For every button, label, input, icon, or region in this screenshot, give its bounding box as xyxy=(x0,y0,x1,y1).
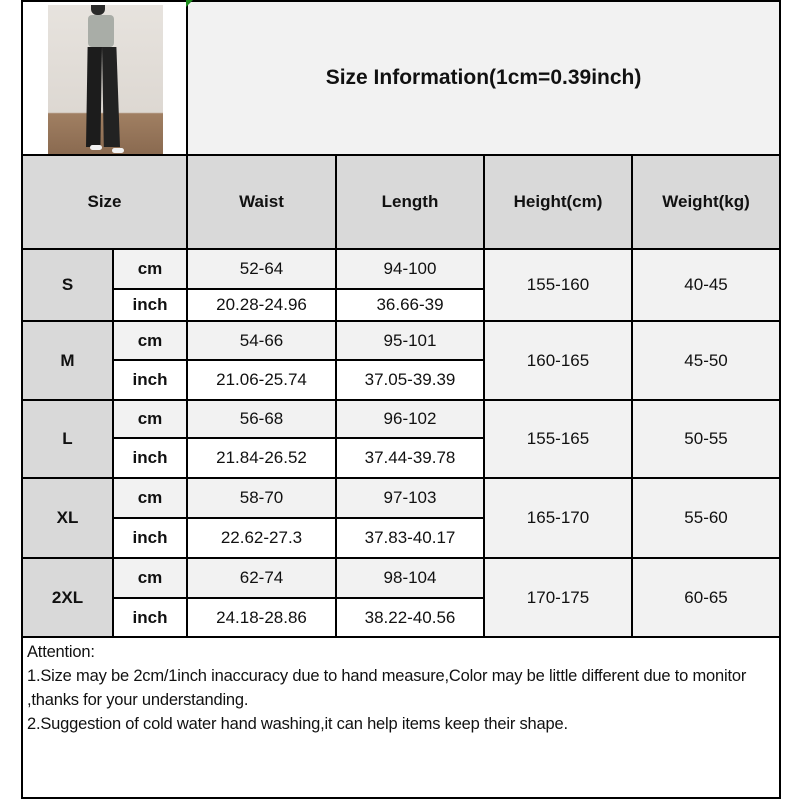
unit-cm: cm xyxy=(112,477,188,519)
waist-inch: 21.84-26.52 xyxy=(186,437,337,479)
product-photo xyxy=(48,5,163,154)
length-inch: 37.83-40.17 xyxy=(335,517,485,559)
weight-range: 40-45 xyxy=(630,248,782,322)
size-row-inch: inch 20.28-24.96 36.66-39 xyxy=(22,288,780,322)
header-height: Height(cm) xyxy=(483,154,633,250)
waist-cm: 58-70 xyxy=(186,477,337,519)
waist-cm: 56-68 xyxy=(186,399,337,439)
length-cm: 97-103 xyxy=(335,477,485,519)
notes-heading: Attention: xyxy=(27,643,95,661)
unit-inch: inch xyxy=(112,597,188,638)
length-inch: 37.05-39.39 xyxy=(335,359,485,401)
height-range: 170-175 xyxy=(483,557,633,638)
unit-cm: cm xyxy=(112,248,188,290)
weight-range: 60-65 xyxy=(630,557,782,638)
unit-inch: inch xyxy=(112,288,188,322)
size-label: S xyxy=(21,248,114,322)
size-row-inch: inch 24.18-28.86 38.22-40.56 xyxy=(22,597,780,638)
waist-cm: 54-66 xyxy=(186,320,337,361)
header-size: Size xyxy=(21,154,188,250)
size-row-inch: inch 21.06-25.74 37.05-39.39 xyxy=(22,359,780,401)
length-inch: 36.66-39 xyxy=(335,288,485,322)
length-cm: 98-104 xyxy=(335,557,485,599)
weight-range: 55-60 xyxy=(630,477,782,559)
height-range: 155-165 xyxy=(483,399,633,479)
waist-cm: 52-64 xyxy=(186,248,337,290)
size-label: XL xyxy=(21,477,114,559)
unit-cm: cm xyxy=(112,399,188,439)
unit-cm: cm xyxy=(112,557,188,599)
size-label: 2XL xyxy=(21,557,114,638)
waist-inch: 24.18-28.86 xyxy=(186,597,337,638)
product-photo-cell xyxy=(21,0,188,156)
attention-notes: Attention: 1.Size may be 2cm/1inch inacc… xyxy=(20,636,782,799)
unit-cm: cm xyxy=(112,320,188,361)
length-cm: 95-101 xyxy=(335,320,485,361)
header-weight: Weight(kg) xyxy=(630,154,782,250)
unit-inch: inch xyxy=(112,437,188,479)
height-range: 155-160 xyxy=(483,248,633,322)
size-row-cm: XL cm 58-70 97-103 165-170 55-60 xyxy=(21,477,782,559)
size-row-cm: 2XL cm 62-74 98-104 170-175 60-65 xyxy=(21,557,782,638)
length-inch: 38.22-40.56 xyxy=(335,597,485,638)
waist-inch: 21.06-25.74 xyxy=(186,359,337,401)
unit-inch: inch xyxy=(112,359,188,401)
size-row-cm: M cm 54-66 95-101 160-165 45-50 xyxy=(21,320,782,401)
height-range: 160-165 xyxy=(483,320,633,401)
notes-line-1: 1.Size may be 2cm/1inch inaccuracy due t… xyxy=(27,667,747,709)
weight-range: 45-50 xyxy=(630,320,782,401)
waist-cm: 62-74 xyxy=(186,557,337,599)
corner-marker xyxy=(186,0,193,7)
unit-inch: inch xyxy=(112,517,188,559)
size-row-cm: L cm 56-68 96-102 155-165 50-55 xyxy=(21,399,782,479)
size-row-cm: S cm 52-64 94-100 155-160 40-45 xyxy=(21,248,782,322)
waist-inch: 22.62-27.3 xyxy=(186,517,337,559)
waist-inch: 20.28-24.96 xyxy=(186,288,337,322)
size-row-inch: inch 22.62-27.3 37.83-40.17 xyxy=(22,517,780,559)
header-length: Length xyxy=(335,154,485,250)
length-cm: 94-100 xyxy=(335,248,485,290)
height-range: 165-170 xyxy=(483,477,633,559)
size-label: L xyxy=(21,399,114,479)
notes-line-2: 2.Suggestion of cold water hand washing,… xyxy=(27,715,568,733)
header-waist: Waist xyxy=(186,154,337,250)
chart-title: Size Information(1cm=0.39inch) xyxy=(185,0,782,156)
size-chart: Size Information(1cm=0.39inch) Size Wais… xyxy=(20,0,782,799)
size-row-inch: inch 21.84-26.52 37.44-39.78 xyxy=(22,437,780,479)
weight-range: 50-55 xyxy=(630,399,782,479)
size-label: M xyxy=(21,320,114,401)
length-inch: 37.44-39.78 xyxy=(335,437,485,479)
length-cm: 96-102 xyxy=(335,399,485,439)
